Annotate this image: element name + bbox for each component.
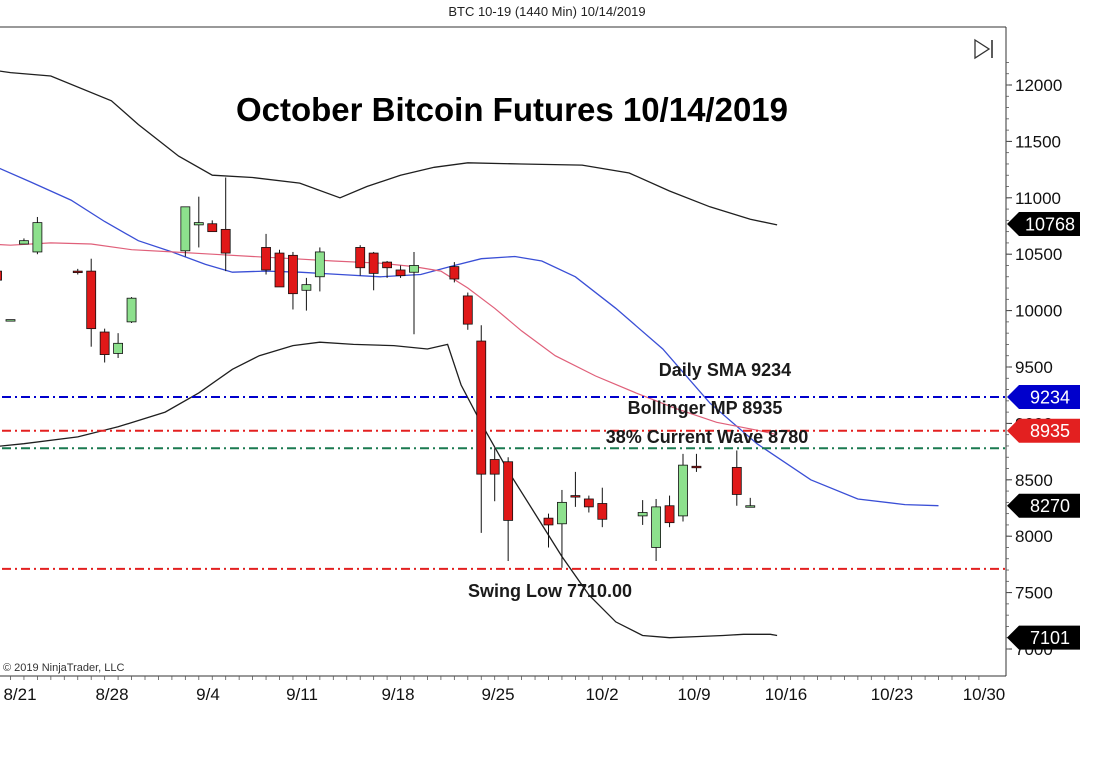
y-tick-label-6: 10000 bbox=[1015, 302, 1062, 321]
x-tick-label-3: 9/11 bbox=[286, 685, 318, 704]
horizontal-levels bbox=[2, 396, 1006, 570]
candle-body-19 bbox=[355, 247, 366, 269]
price-tag-1 bbox=[1007, 385, 1080, 410]
y-tick-label-1: 7500 bbox=[1015, 584, 1053, 603]
y-axis: 7000750080008500900095001000010500110001… bbox=[1006, 62, 1062, 659]
candle-body-5 bbox=[72, 270, 83, 274]
x-tick-label-9: 10/23 bbox=[871, 685, 914, 704]
candle-body-25 bbox=[462, 295, 473, 325]
candle-body-9 bbox=[126, 297, 137, 323]
candle-body-40 bbox=[745, 505, 756, 508]
candle-body-14 bbox=[261, 247, 271, 271]
window-title: BTC 10-19 (1440 Min) 10/14/2019 bbox=[448, 4, 646, 19]
candle-body-29 bbox=[543, 517, 554, 526]
candle-body-31 bbox=[570, 495, 581, 498]
candle-body-4 bbox=[32, 222, 43, 253]
candle-body-18 bbox=[314, 251, 325, 278]
indicator-lines bbox=[0, 70, 939, 639]
y-tick-label-5: 9500 bbox=[1015, 358, 1053, 377]
candle-body-39 bbox=[731, 466, 742, 495]
candle-body-24 bbox=[449, 266, 460, 280]
level-labels: Daily SMA 9234 Bollinger MP 8935 38% Curre… bbox=[468, 360, 808, 601]
x-axis: 8/21 8/28 9/4 9/11 9/18 9/25 10/2 10/9 10/16 10/2… bbox=[3, 676, 1005, 704]
copyright-text: © 2019 NinjaTrader, LLC bbox=[3, 662, 124, 674]
scroll-to-end-icon[interactable] bbox=[974, 38, 993, 60]
price-tag-0 bbox=[1007, 211, 1080, 236]
candle-body-10 bbox=[180, 206, 191, 252]
candle-body-33 bbox=[597, 503, 608, 520]
candle-body-11 bbox=[193, 222, 204, 226]
bollinger-upper-line bbox=[0, 70, 778, 226]
y-tick-label-9: 11500 bbox=[1015, 132, 1061, 151]
candles bbox=[0, 177, 756, 568]
candle-body-35 bbox=[651, 506, 661, 548]
y-tick-label-10: 12000 bbox=[1015, 76, 1062, 95]
level-label-0: Daily SMA 9234 bbox=[659, 360, 791, 380]
x-tick-label-8: 10/16 bbox=[765, 685, 808, 704]
candle-body-32 bbox=[583, 498, 594, 508]
chart-title: October Bitcoin Futures 10/14/2019 bbox=[236, 91, 788, 128]
bollinger-lower-line bbox=[0, 341, 778, 639]
price-tag-2 bbox=[1007, 418, 1080, 443]
price-tag-3 bbox=[1007, 493, 1080, 518]
candle-body-20 bbox=[368, 252, 379, 274]
candle-body-30 bbox=[557, 501, 567, 525]
price-tag-4 bbox=[1007, 625, 1080, 650]
price-tag-label-0: 10768 bbox=[1025, 214, 1075, 234]
price-tags: 10768 9234 8935 8270 7101 bbox=[1007, 211, 1080, 650]
candle-body-26 bbox=[476, 340, 487, 475]
candle-body-15 bbox=[274, 252, 285, 288]
y-tick-label-2: 8000 bbox=[1015, 527, 1053, 546]
y-tick-label-3: 8500 bbox=[1015, 471, 1053, 490]
candle-body-1 bbox=[0, 270, 2, 281]
candle-body-38 bbox=[691, 465, 702, 469]
price-tag-label-3: 8270 bbox=[1030, 496, 1070, 516]
x-tick-label-7: 10/9 bbox=[677, 685, 710, 704]
level-label-1: Bollinger MP 8935 bbox=[628, 398, 783, 418]
candle-body-28 bbox=[503, 461, 514, 521]
x-tick-label-4: 9/18 bbox=[381, 685, 414, 704]
x-tick-label-5: 9/25 bbox=[481, 685, 514, 704]
candle-body-23 bbox=[409, 265, 419, 273]
candle-body-16 bbox=[288, 254, 298, 295]
candle-body-12 bbox=[207, 223, 218, 233]
candle-body-2 bbox=[5, 319, 16, 322]
bollinger-middle-line bbox=[0, 167, 939, 507]
candle-body-27 bbox=[489, 459, 500, 475]
x-tick-label-1: 8/28 bbox=[95, 685, 128, 704]
y-tick-label-7: 10500 bbox=[1015, 245, 1062, 264]
candle-body-36 bbox=[664, 505, 675, 524]
price-tag-label-2: 8935 bbox=[1030, 421, 1070, 441]
level-label-3: Swing Low 7710.00 bbox=[468, 581, 632, 601]
x-tick-label-10: 10/30 bbox=[963, 685, 1006, 704]
y-tick-label-8: 11000 bbox=[1015, 189, 1061, 208]
price-tag-label-1: 9234 bbox=[1030, 388, 1070, 408]
x-tick-label-2: 9/4 bbox=[196, 685, 220, 704]
candle-body-34 bbox=[637, 512, 648, 517]
candle-body-17 bbox=[301, 284, 312, 291]
candle-body-22 bbox=[395, 269, 406, 277]
candle-body-13 bbox=[220, 228, 231, 254]
candle-body-7 bbox=[99, 331, 110, 355]
candle-body-6 bbox=[86, 270, 97, 330]
candle-body-8 bbox=[113, 342, 123, 354]
x-tick-label-0: 8/21 bbox=[3, 685, 36, 704]
candle-body-21 bbox=[382, 261, 393, 269]
candle-body-3 bbox=[19, 240, 29, 245]
x-tick-label-6: 10/2 bbox=[585, 685, 618, 704]
price-tag-label-4: 7101 bbox=[1030, 628, 1070, 648]
candle-body-37 bbox=[678, 464, 688, 517]
level-label-2: 38% Current Wave 8780 bbox=[606, 427, 808, 447]
